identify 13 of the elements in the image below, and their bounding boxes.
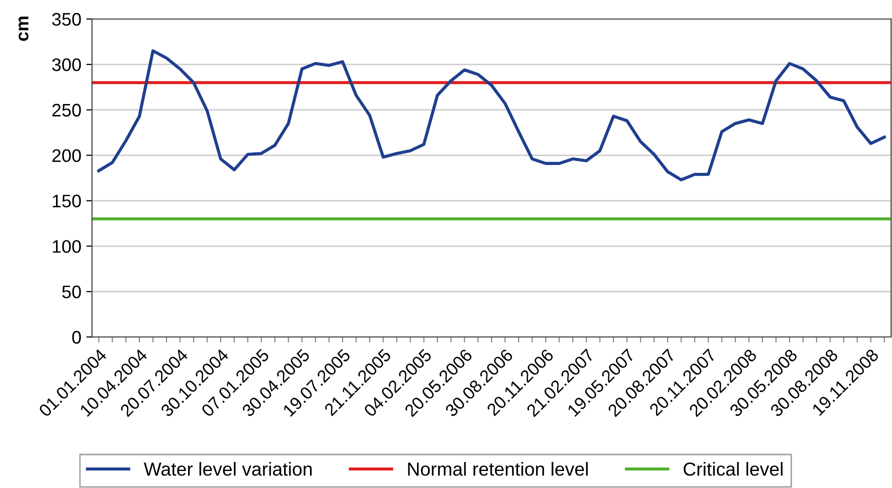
- y-tick-label: 300: [52, 58, 81, 72]
- y-tick-label: 150: [52, 194, 81, 208]
- legend-label: Normal retention level: [408, 462, 588, 476]
- y-axis-title: cm: [18, 16, 28, 41]
- y-tick-label: 0: [72, 330, 81, 344]
- y-tick-label: 100: [52, 240, 81, 253]
- y-tick-label: 50: [62, 286, 81, 298]
- y-tick-label: 350: [52, 12, 81, 26]
- legend-label: Water level variation: [144, 462, 312, 476]
- y-tick-label: 200: [52, 149, 81, 162]
- line-series: [97, 49, 886, 182]
- y-tick-label: 250: [52, 104, 81, 117]
- legend-label: Critical level: [684, 462, 783, 476]
